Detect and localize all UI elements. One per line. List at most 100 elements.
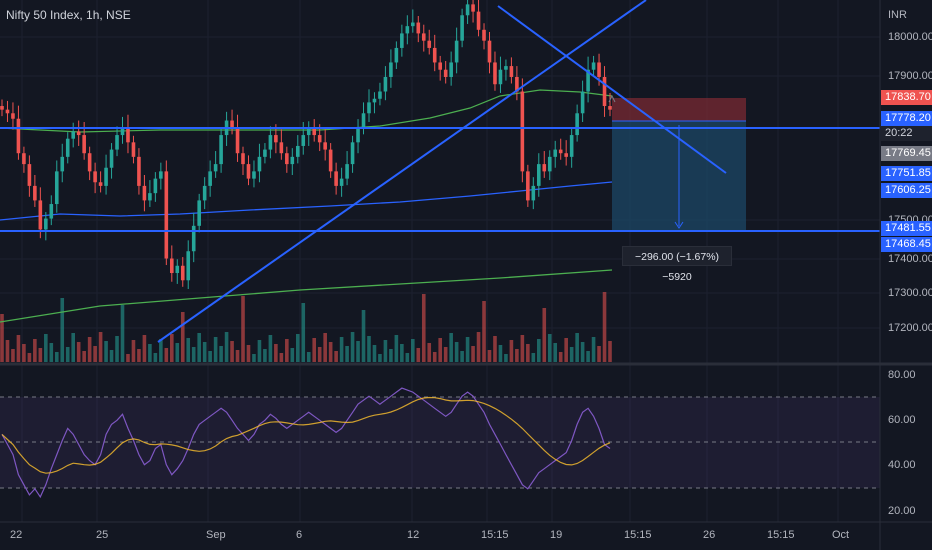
- candle-body: [241, 153, 245, 165]
- rising-trendline[interactable]: [157, 0, 647, 343]
- candle-body: [16, 118, 21, 154]
- grid-lines: [0, 0, 880, 522]
- candle-body: [520, 91, 525, 172]
- candle-body: [542, 164, 547, 172]
- volume-bar: [22, 344, 26, 362]
- volume-bar: [509, 340, 514, 362]
- candle-body: [383, 76, 388, 92]
- candle-body: [82, 135, 86, 154]
- volume-bar: [0, 314, 4, 362]
- volume-bar: [120, 305, 125, 362]
- candle-body: [301, 135, 306, 146]
- price-axis-label: 17200.00: [888, 322, 932, 334]
- volume-bar: [372, 345, 377, 362]
- volume-bar: [586, 351, 590, 362]
- volume-bar: [263, 349, 267, 362]
- candle-body: [536, 164, 541, 186]
- time-axis-label: Oct: [832, 529, 850, 541]
- candle-body: [11, 113, 15, 119]
- candle-body: [126, 127, 130, 143]
- up-arrow-icon: [608, 94, 616, 103]
- volume-bar: [235, 350, 240, 362]
- volume-bar: [334, 351, 338, 362]
- volume-bar: [449, 333, 453, 362]
- candle-body: [487, 40, 492, 63]
- volume-bar: [400, 344, 404, 362]
- volume-bar: [98, 332, 103, 362]
- volume-bar: [591, 337, 596, 362]
- rsi-axis-label: 60.00: [888, 414, 916, 426]
- candle-body: [246, 164, 251, 179]
- candle-body: [405, 26, 410, 34]
- volume-bar: [569, 347, 574, 362]
- volume-bar: [471, 346, 475, 362]
- volume-bar: [274, 344, 278, 362]
- volume-bar: [109, 350, 114, 362]
- volume-bar: [268, 335, 273, 362]
- stop-loss-zone[interactable]: [612, 98, 746, 121]
- candle-body: [38, 200, 43, 230]
- candle-body: [394, 47, 399, 63]
- volume-bar: [378, 354, 382, 362]
- volume-bar: [295, 334, 300, 362]
- time-axis-label: Sep: [206, 529, 226, 541]
- time-axis-label: 15:15: [481, 529, 509, 541]
- candle-body: [350, 142, 355, 165]
- candle-body: [498, 69, 503, 85]
- volume-bar: [279, 353, 284, 362]
- candle-body: [109, 149, 114, 168]
- volume-bar: [602, 292, 607, 362]
- volume-bar: [153, 353, 158, 362]
- candle-body: [274, 135, 278, 143]
- rsi-axis-label: 80.00: [888, 369, 916, 381]
- rsi-line: [1, 387, 611, 499]
- volume-bar: [438, 338, 442, 362]
- volume-bar: [175, 343, 180, 362]
- volume-bar: [432, 352, 437, 362]
- time-axis-label: 19: [550, 529, 563, 541]
- candle-body: [389, 62, 393, 77]
- falling-trendline[interactable]: [497, 5, 727, 174]
- volume-bar: [317, 347, 322, 362]
- volume-bar: [285, 339, 289, 362]
- candle-body: [257, 156, 262, 172]
- candle-body: [476, 11, 481, 30]
- candle-body: [213, 164, 218, 172]
- volume-bar: [553, 343, 558, 362]
- volume-bar: [542, 308, 547, 362]
- volume-bar: [186, 338, 191, 362]
- rsi-moving-average: [1, 396, 611, 474]
- candle-body: [515, 76, 519, 92]
- candle-body: [197, 200, 201, 226]
- candle-body: [432, 47, 437, 63]
- candle-body: [295, 145, 300, 157]
- volume-bar: [498, 345, 503, 362]
- candle-body: [142, 185, 147, 201]
- volume-bar: [350, 332, 355, 362]
- volume-bar: [49, 343, 54, 362]
- volume-bar: [5, 340, 10, 362]
- volume-bar: [394, 335, 399, 362]
- candle-body: [531, 185, 536, 201]
- candle-body: [120, 127, 125, 136]
- rsi-axis-label: 20.00: [888, 505, 916, 517]
- candle-body: [33, 185, 37, 201]
- candle-body: [361, 113, 366, 128]
- volume-bar: [148, 344, 152, 362]
- candle-body: [312, 127, 317, 136]
- volume-bars: [0, 292, 612, 362]
- candle-body: [202, 185, 207, 201]
- volume-bar: [443, 347, 448, 362]
- volume-bar: [208, 351, 212, 362]
- symbol-title[interactable]: Nifty 50 Index, 1h, NSE: [6, 8, 131, 22]
- volume-bar: [536, 339, 541, 362]
- time-axis-label: 15:15: [624, 529, 652, 541]
- currency-label: INR: [888, 9, 907, 21]
- candle-body: [279, 142, 284, 154]
- candle-body: [558, 149, 563, 154]
- time-axis-label: 25: [96, 529, 109, 541]
- volume-bar: [241, 296, 245, 362]
- candle-body: [290, 156, 295, 165]
- candle-body: [71, 131, 76, 139]
